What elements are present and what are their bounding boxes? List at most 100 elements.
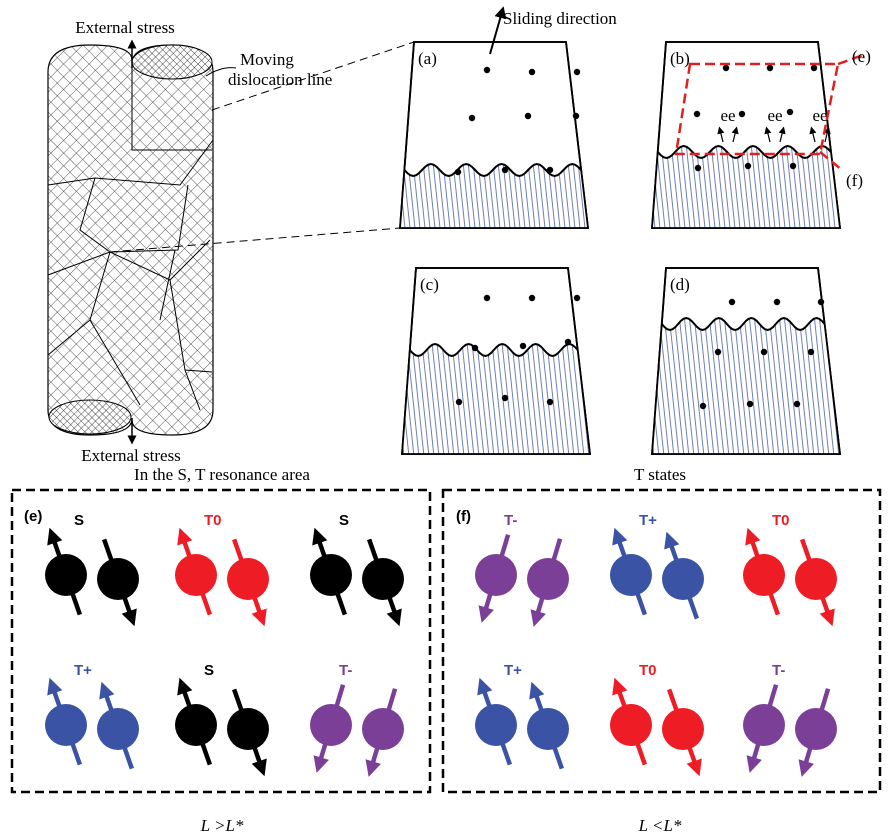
panel-label: (c) [420,275,439,294]
spin-arrow-head [530,609,546,627]
spin [310,704,352,746]
pair-label: S [204,662,214,679]
condition: L >L* [200,816,244,835]
spin-arrow-head [47,677,63,696]
box [441,488,882,794]
spin-arrow-head [177,527,193,546]
pair-label: T- [339,662,352,679]
electron-arrow [778,126,786,143]
spin-arrow-head [313,755,329,773]
box-label: (e) [24,508,42,525]
atom [789,162,797,170]
spin [310,554,352,596]
spin-arrow-head [365,759,381,777]
atom [573,68,581,76]
atom [786,108,794,116]
pair-label: T+ [504,662,522,679]
spin-arrow-head [612,527,628,546]
atom [501,394,509,402]
spin-arrow-head [664,531,680,550]
atom [760,348,768,356]
atom [519,342,527,350]
box-title: In the S, T resonance area [134,465,310,484]
atom [471,344,479,352]
pair-label: T- [504,512,517,529]
spin [97,708,139,750]
atom [817,298,825,306]
pair-label: T0 [639,662,657,679]
spin-arrow-head [819,608,835,627]
spin [362,708,404,750]
atom [524,112,532,120]
stress-label: External stress [75,18,175,37]
box [10,488,432,794]
pair-label: T0 [204,512,222,529]
atom [714,348,722,356]
dislocation-label: Moving [240,50,294,69]
callout-label: (e) [852,47,871,66]
spin [662,558,704,600]
slipped-region [652,318,840,454]
panels: (a) (b) (c) (d) ee ee ee [399,41,842,455]
atom [528,68,536,76]
atom [746,400,754,408]
atom [744,162,752,170]
panel-label: (a) [418,49,437,68]
spin [227,558,269,600]
spin [175,554,217,596]
spin [362,558,404,600]
atom [528,294,536,302]
pair-label: T+ [74,662,92,679]
selection [674,52,867,171]
electron-arrow [717,126,725,143]
spin-arrow-head [99,681,115,700]
panel-frame [651,41,842,229]
spin [610,704,652,746]
spin-arrow-head [47,527,63,546]
spin [795,558,837,600]
spin [795,708,837,750]
spin-arrow-head [177,677,193,696]
atom [807,348,815,356]
condition: L <L* [638,816,682,835]
atom [564,338,572,346]
atom [810,64,818,72]
spin-arrow-head [746,755,762,773]
electron-arrow [809,126,817,143]
spin [662,708,704,750]
atom [728,298,736,306]
spin-arrow-head [251,608,267,627]
atom [693,110,701,118]
spin [527,558,569,600]
atom [694,164,702,172]
atom [573,294,581,302]
spin [97,558,139,600]
atom [738,110,746,118]
electron-arrow [764,126,772,143]
spin-arrow-head [686,758,702,777]
panel-frame [399,41,590,229]
sliding-label: Sliding direction [503,9,617,28]
atom [773,298,781,306]
box-label: (f) [456,508,471,525]
spin [227,708,269,750]
electron-label: ee [720,106,735,125]
atom [483,66,491,74]
pair-label: T- [772,662,785,679]
electron-arrow [731,126,739,143]
atom [766,64,774,72]
spin-arrow-head [529,681,545,700]
spin-arrow-head [798,759,814,777]
spin-arrow-head [386,608,402,627]
spin-arrow-head [477,677,493,696]
spin-arrow-head [745,527,761,546]
panel-frame [651,267,842,455]
spin-arrow-head [251,758,267,777]
box-title: T states [634,465,686,484]
atom [722,64,730,72]
atom [455,398,463,406]
panel-label: (b) [670,49,690,68]
atom [572,112,580,120]
atom [546,398,554,406]
pair-label: T+ [639,512,657,529]
